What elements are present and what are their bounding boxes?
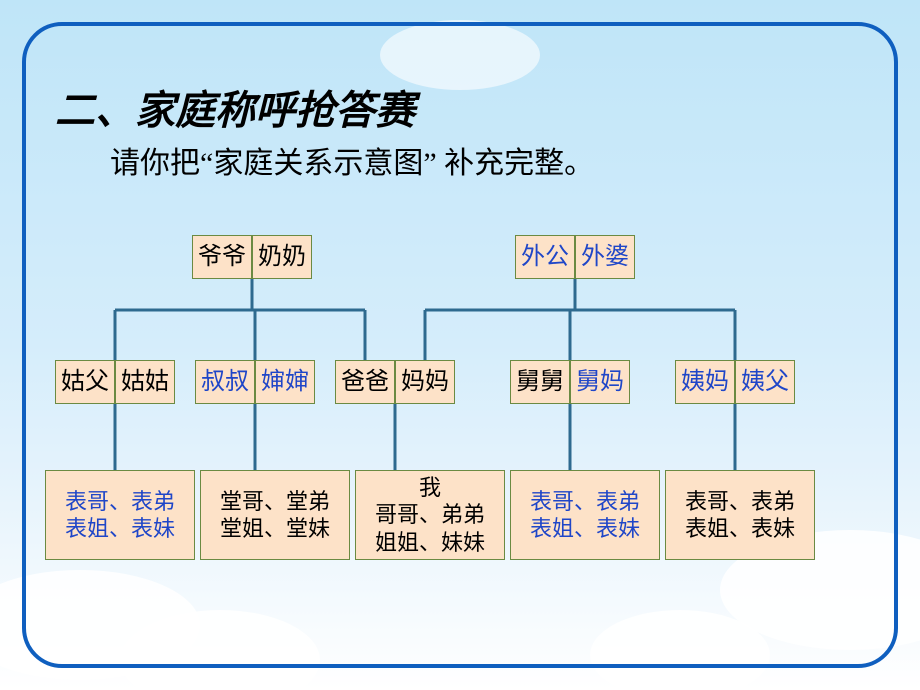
family-leaf: 表哥、表弟表姐、表妹 bbox=[45, 470, 195, 560]
family-node: 叔叔 bbox=[195, 360, 255, 404]
family-node: 爷爷 bbox=[192, 235, 252, 279]
family-node: 姨父 bbox=[735, 360, 795, 404]
family-node: 舅舅 bbox=[510, 360, 570, 404]
family-node: 姑姑 bbox=[115, 360, 175, 404]
family-tree-connectors bbox=[0, 0, 920, 690]
family-leaf: 堂哥、堂弟堂姐、堂妹 bbox=[200, 470, 350, 560]
family-node: 外公 bbox=[515, 235, 575, 279]
family-node: 爸爸 bbox=[335, 360, 395, 404]
family-leaf: 我哥哥、弟弟姐姐、妹妹 bbox=[355, 470, 505, 560]
family-node: 婶婶 bbox=[255, 360, 315, 404]
family-node: 外婆 bbox=[575, 235, 635, 279]
family-leaf: 表哥、表弟表姐、表妹 bbox=[510, 470, 660, 560]
family-node: 姑父 bbox=[55, 360, 115, 404]
family-node: 奶奶 bbox=[252, 235, 312, 279]
family-node: 姨妈 bbox=[675, 360, 735, 404]
family-node: 舅妈 bbox=[570, 360, 630, 404]
family-leaf: 表哥、表弟表姐、表妹 bbox=[665, 470, 815, 560]
family-node: 妈妈 bbox=[395, 360, 455, 404]
